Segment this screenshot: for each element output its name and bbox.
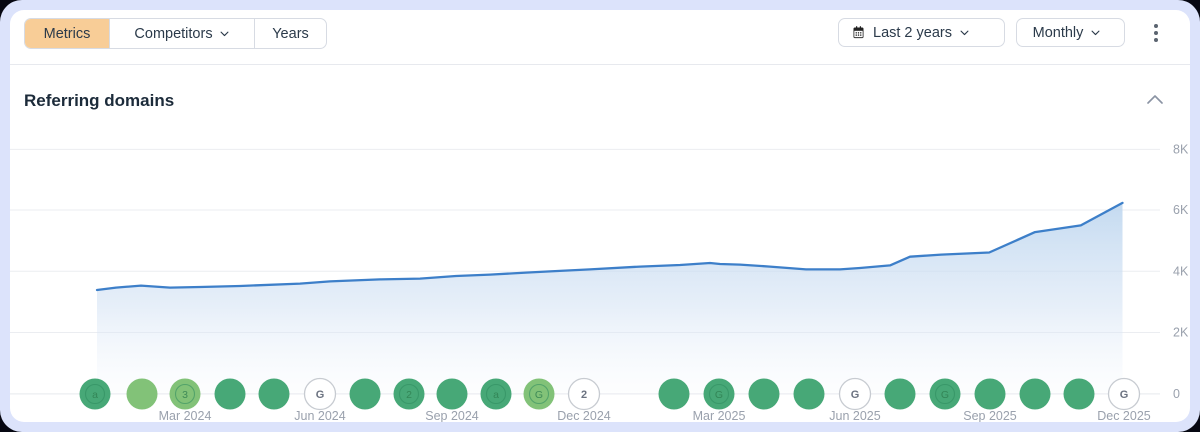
svg-text:6K: 6K bbox=[1173, 203, 1189, 217]
svg-text:Jun 2024: Jun 2024 bbox=[294, 409, 345, 422]
svg-text:Dec 2025: Dec 2025 bbox=[1097, 409, 1151, 422]
svg-text:G: G bbox=[316, 389, 325, 401]
svg-text:Sep 2025: Sep 2025 bbox=[963, 409, 1017, 422]
svg-text:8K: 8K bbox=[1173, 143, 1189, 157]
svg-text:3: 3 bbox=[182, 389, 188, 401]
svg-text:G: G bbox=[535, 389, 543, 401]
svg-text:a: a bbox=[493, 389, 499, 401]
svg-text:0: 0 bbox=[1173, 387, 1180, 401]
svg-text:Jun 2025: Jun 2025 bbox=[829, 409, 880, 422]
svg-text:Mar 2025: Mar 2025 bbox=[693, 409, 746, 422]
svg-text:G: G bbox=[941, 389, 949, 401]
svg-text:G: G bbox=[1120, 389, 1129, 401]
svg-text:Sep 2024: Sep 2024 bbox=[425, 409, 479, 422]
svg-text:4K: 4K bbox=[1173, 264, 1189, 278]
svg-text:G: G bbox=[715, 389, 723, 401]
svg-text:2: 2 bbox=[581, 389, 587, 401]
svg-text:G: G bbox=[851, 389, 860, 401]
svg-text:2: 2 bbox=[406, 389, 412, 401]
svg-text:2K: 2K bbox=[1173, 326, 1189, 340]
svg-text:Dec 2024: Dec 2024 bbox=[557, 409, 611, 422]
svg-text:a: a bbox=[92, 389, 98, 401]
svg-text:Mar 2024: Mar 2024 bbox=[159, 409, 212, 422]
